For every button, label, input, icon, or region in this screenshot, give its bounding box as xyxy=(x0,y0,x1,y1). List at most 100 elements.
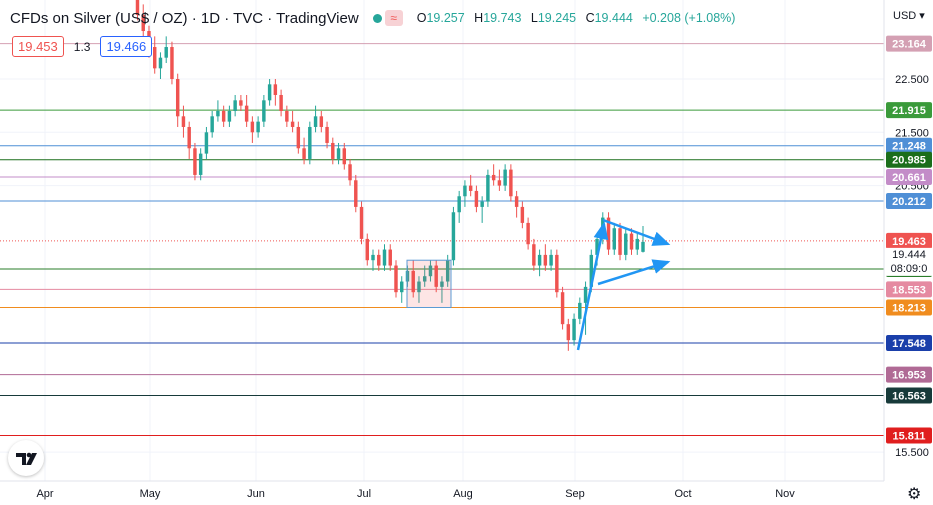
candle-body xyxy=(175,79,180,117)
flagpole-arrow[interactable] xyxy=(576,221,609,351)
market-open-icon xyxy=(372,13,382,23)
candle-body xyxy=(595,238,599,255)
candle-body xyxy=(457,196,461,213)
candle-body xyxy=(422,276,427,282)
candle-body xyxy=(503,169,507,186)
candle-body xyxy=(308,126,312,159)
candle-body xyxy=(233,100,237,111)
gear-icon[interactable]: ⚙ xyxy=(907,486,922,503)
candle-body xyxy=(549,254,553,266)
candle-body xyxy=(193,148,197,175)
candle-body xyxy=(480,201,484,207)
candle-body xyxy=(618,228,622,255)
level-tag-label: 20.212 xyxy=(892,196,926,208)
level-tag xyxy=(886,192,932,209)
candle-body xyxy=(514,196,519,207)
level-tag-label: 17.548 xyxy=(892,338,926,350)
level-tag-label: 20.985 xyxy=(892,155,926,167)
candle-body xyxy=(468,185,473,191)
candle-body xyxy=(497,180,502,186)
level-tag-label: 16.953 xyxy=(892,370,926,382)
candle-body xyxy=(400,281,404,293)
consolidation-box[interactable] xyxy=(406,259,452,308)
candle-body xyxy=(296,126,301,149)
candle-body xyxy=(641,241,645,252)
candle-body xyxy=(606,217,611,250)
candle-body xyxy=(578,302,582,319)
symbol-title[interactable]: CFDs on Silver (US$ / OZ) · 1D · TVC · T… xyxy=(10,9,359,27)
time-axis-label: Aug xyxy=(453,488,473,500)
candle-body xyxy=(198,153,203,175)
candle-body xyxy=(152,47,157,69)
candle-body xyxy=(164,47,168,58)
candle-body xyxy=(319,116,324,127)
candle-body xyxy=(187,126,191,149)
level-tag-label: 21.248 xyxy=(892,141,926,153)
candle-body xyxy=(555,254,559,293)
candle-body xyxy=(244,105,249,122)
time-axis-label: Nov xyxy=(775,488,795,500)
candle-body xyxy=(532,244,536,266)
candle-body xyxy=(509,169,513,197)
pennant-upper-arrow[interactable] xyxy=(602,218,671,246)
ohlc-low-key: L xyxy=(530,11,538,25)
level-tag xyxy=(886,169,932,186)
candle-body xyxy=(227,110,232,122)
level-tag-label: 20.661 xyxy=(892,172,926,184)
level-tag-label: 21.915 xyxy=(892,105,926,117)
horizontal-levels[interactable] xyxy=(0,43,884,437)
level-tag xyxy=(886,299,932,316)
pennant-lower-arrow[interactable] xyxy=(597,259,671,286)
chevron-down-icon: ▾ xyxy=(916,10,925,22)
candle-body xyxy=(560,292,565,325)
level-tag xyxy=(886,35,932,52)
candle-body xyxy=(445,260,450,282)
candle-body xyxy=(216,110,220,117)
candle-body xyxy=(273,84,278,95)
ohlc-high-key: H xyxy=(474,11,484,25)
level-tag-label: 15.811 xyxy=(892,431,925,443)
candle-body xyxy=(204,132,209,154)
level-tag xyxy=(886,334,932,351)
candle-body xyxy=(572,318,576,341)
market-status: ≈ xyxy=(372,10,403,26)
candle-body xyxy=(158,57,163,69)
candle-body xyxy=(262,100,266,122)
ohlc-open-value: 19.257 xyxy=(426,11,465,25)
level-tag xyxy=(886,281,932,298)
candle-body xyxy=(537,254,542,266)
sell-button[interactable]: 19.453 xyxy=(12,36,64,57)
ohlc-open-key: O xyxy=(416,11,427,25)
candle-body xyxy=(382,249,387,266)
candle-body xyxy=(221,110,226,122)
price-axis-label: 22.500 xyxy=(895,74,929,86)
candle-body xyxy=(331,142,335,159)
tradingview-logo-icon xyxy=(16,452,37,465)
wave-icon: ≈ xyxy=(384,10,403,26)
level-tag xyxy=(886,387,932,404)
countdown-label: 08:09:0 xyxy=(891,263,928,275)
buy-button[interactable]: 19.466 xyxy=(100,36,153,57)
candle-body xyxy=(428,265,433,277)
candle-body xyxy=(463,185,467,197)
candle-body xyxy=(486,174,490,202)
price-axis-label: 21.500 xyxy=(895,127,929,139)
candle-body xyxy=(474,190,479,207)
candle-body xyxy=(325,126,329,143)
currency-selector[interactable]: USD ▾ xyxy=(893,9,925,22)
candle-body xyxy=(388,249,392,266)
candle-body xyxy=(210,116,214,133)
candle-body xyxy=(285,110,289,122)
candle-body xyxy=(491,174,496,181)
drawings[interactable] xyxy=(406,218,671,351)
level-tag-label: 18.213 xyxy=(892,302,926,314)
level-tag-label: 18.553 xyxy=(892,284,926,296)
ohlc-change: +0.208 (+1.08%) xyxy=(642,11,736,25)
level-tag xyxy=(886,366,932,383)
candle-body xyxy=(348,164,352,181)
candle-body xyxy=(394,265,398,293)
current-price-tag xyxy=(886,232,932,249)
candle-body xyxy=(141,15,145,32)
candle-body xyxy=(583,286,588,303)
